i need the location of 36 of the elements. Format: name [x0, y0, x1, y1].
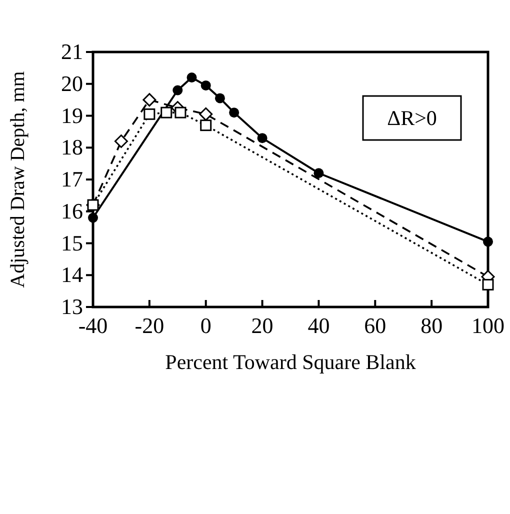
y-tick-label: 21	[61, 39, 83, 64]
y-tick-label: 20	[61, 70, 83, 96]
point	[314, 168, 324, 178]
point	[200, 120, 212, 132]
point	[88, 212, 98, 223]
point	[257, 133, 268, 144]
point	[144, 108, 156, 120]
point	[87, 199, 99, 211]
point	[114, 134, 128, 148]
y-tick-label: 15	[61, 230, 83, 256]
x-tick-label: 20	[251, 313, 274, 338]
point	[229, 108, 240, 118]
x-tick-label: 80	[420, 313, 443, 338]
y-tick-label: 16	[61, 198, 83, 224]
y-tick-label: 14	[61, 262, 83, 288]
y-tick-label: 18	[61, 134, 83, 160]
point	[174, 106, 186, 118]
annotation: ΔR>0	[387, 106, 437, 130]
x-tick-label: 100	[472, 313, 504, 338]
point	[160, 106, 172, 118]
y-tick-label: 17	[61, 166, 83, 192]
x-tick-label: 0	[200, 313, 212, 338]
y-tick-label: 19	[61, 102, 83, 128]
y-axis-title: Adjusted Draw Depth, mm	[7, 70, 29, 288]
x-axis-title: Percent Toward Square Blank	[165, 350, 416, 374]
point	[172, 85, 183, 96]
point	[186, 72, 197, 82]
x-tick-label: 60	[364, 313, 386, 338]
point	[199, 107, 213, 121]
point	[200, 80, 211, 90]
point	[482, 278, 494, 290]
x-tick-label: -20	[134, 313, 164, 338]
point	[142, 93, 156, 107]
point	[483, 236, 493, 247]
x-tick-label: 40	[308, 313, 330, 338]
point	[214, 93, 225, 104]
